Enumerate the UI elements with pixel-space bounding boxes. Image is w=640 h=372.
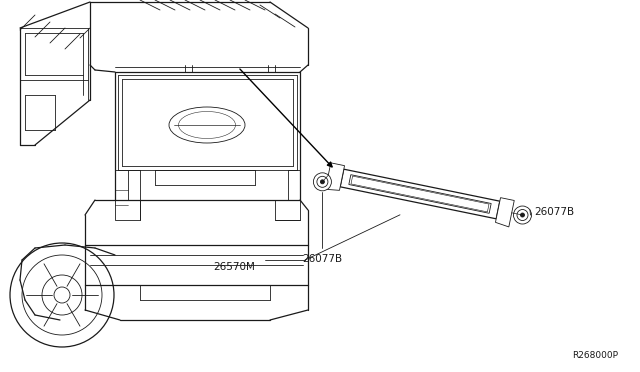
Circle shape <box>314 173 332 191</box>
Polygon shape <box>340 169 500 219</box>
Polygon shape <box>495 198 515 227</box>
Circle shape <box>520 213 525 217</box>
Polygon shape <box>325 163 344 190</box>
Ellipse shape <box>179 112 236 138</box>
Text: 26077B: 26077B <box>534 207 574 217</box>
Text: R268000P: R268000P <box>572 351 618 360</box>
Circle shape <box>54 287 70 303</box>
Polygon shape <box>115 170 140 220</box>
Text: 26570M: 26570M <box>213 262 255 272</box>
Circle shape <box>321 180 324 184</box>
Circle shape <box>317 176 328 187</box>
Polygon shape <box>349 175 491 213</box>
Ellipse shape <box>169 107 245 143</box>
Circle shape <box>517 209 528 221</box>
Polygon shape <box>275 170 300 220</box>
Circle shape <box>22 255 102 335</box>
Text: 26077B: 26077B <box>302 254 342 264</box>
Circle shape <box>513 206 531 224</box>
Circle shape <box>10 243 114 347</box>
Polygon shape <box>351 176 489 212</box>
Circle shape <box>42 275 82 315</box>
